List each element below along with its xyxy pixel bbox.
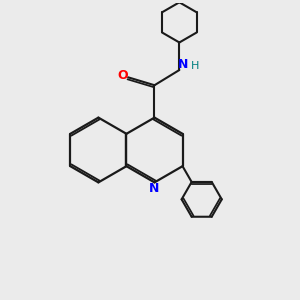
Text: O: O (118, 69, 128, 82)
Text: N: N (178, 58, 188, 71)
Text: N: N (149, 182, 160, 195)
Text: H: H (191, 61, 200, 70)
